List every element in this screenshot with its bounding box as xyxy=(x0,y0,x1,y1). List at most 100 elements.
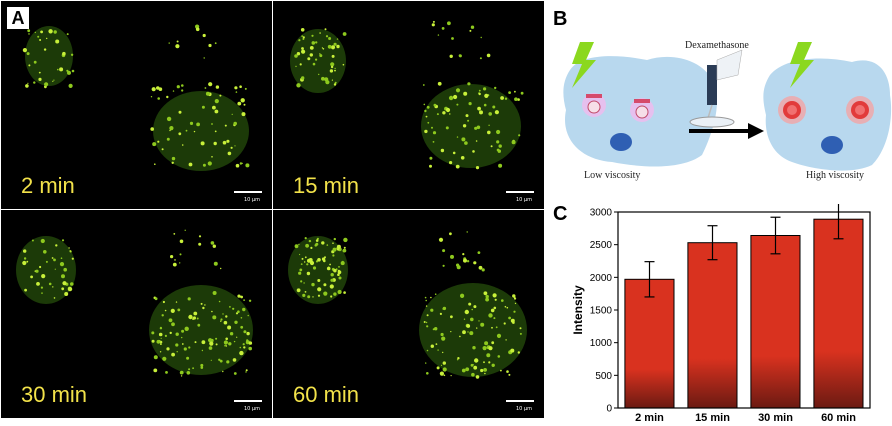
fluorescent-punctum xyxy=(462,124,467,128)
fluorescent-punctum xyxy=(513,297,517,300)
fluorescent-punctum xyxy=(483,361,485,364)
fluorescent-punctum xyxy=(466,324,471,328)
fluorescent-punctum xyxy=(473,305,477,309)
fluorescent-punctum xyxy=(198,235,202,238)
fluorescent-punctum xyxy=(342,248,347,253)
fluorescent-punctum xyxy=(160,337,162,339)
fluorescent-punctum xyxy=(491,326,493,329)
fluorescent-punctum xyxy=(36,282,40,286)
fluorescent-punctum xyxy=(233,372,237,375)
fluorescent-punctum xyxy=(198,242,202,246)
fluorescent-punctum xyxy=(236,336,238,338)
dropper-icon xyxy=(707,49,743,119)
fluorescent-punctum xyxy=(61,287,65,291)
fluorescent-punctum xyxy=(311,41,316,45)
fluorescent-punctum xyxy=(333,269,337,273)
fluorescent-punctum xyxy=(213,141,217,146)
fluorescent-punctum xyxy=(243,299,246,301)
fluorescent-punctum xyxy=(59,262,65,267)
fluorescent-punctum xyxy=(208,346,213,350)
fluorescent-punctum xyxy=(34,31,36,34)
panel-b-label: B xyxy=(553,8,568,30)
fluorescent-punctum xyxy=(223,320,228,325)
fluorescent-punctum xyxy=(427,121,430,124)
fluorescent-punctum xyxy=(466,260,470,263)
fluorescent-punctum xyxy=(43,250,47,254)
fluorescent-punctum xyxy=(239,350,244,356)
fluorescent-punctum xyxy=(480,36,482,39)
fluorescent-punctum xyxy=(450,254,454,259)
fluorescent-punctum xyxy=(307,295,311,299)
fluorescent-punctum xyxy=(324,28,327,31)
fluorescent-punctum xyxy=(211,156,213,158)
fluorescent-punctum xyxy=(298,271,302,275)
fluorescent-punctum xyxy=(315,58,318,61)
light-bolt-icon xyxy=(572,42,596,88)
fluorescent-punctum xyxy=(178,132,182,136)
fluorescent-punctum xyxy=(508,316,511,320)
fluorescent-punctum xyxy=(157,97,160,100)
fluorescent-punctum xyxy=(336,248,340,251)
fluorescent-punctum xyxy=(240,325,244,329)
bar xyxy=(624,278,675,409)
fluorescent-punctum xyxy=(189,121,194,125)
fluorescent-punctum xyxy=(330,65,334,69)
fluorescent-punctum xyxy=(468,102,472,106)
fluorescent-punctum xyxy=(488,313,493,318)
fluorescent-punctum xyxy=(201,340,206,345)
fluorescent-punctum xyxy=(234,86,238,90)
fluorescent-punctum xyxy=(181,343,184,345)
fluorescent-punctum xyxy=(296,52,301,56)
fluorescent-punctum xyxy=(315,242,319,246)
fluorescent-punctum xyxy=(490,145,493,148)
fluorescent-punctum xyxy=(194,341,197,344)
fluorescent-punctum xyxy=(496,333,502,338)
fluorescent-punctum xyxy=(480,368,484,373)
fluorescent-punctum xyxy=(483,291,488,296)
fluorescent-punctum xyxy=(430,296,432,299)
fluorescent-punctum xyxy=(230,146,233,149)
fluorescent-punctum xyxy=(497,149,501,153)
fluorescent-punctum xyxy=(319,54,323,58)
fluorescent-punctum xyxy=(208,43,212,48)
fluorescent-punctum xyxy=(70,282,74,286)
fluorescent-punctum xyxy=(153,355,158,360)
fluorescent-punctum xyxy=(315,239,319,242)
fluorescent-punctum xyxy=(435,343,438,345)
fluorescent-punctum xyxy=(300,28,305,32)
fluorescent-punctum xyxy=(205,91,210,96)
fluorescent-punctum xyxy=(294,54,298,58)
bar xyxy=(813,218,864,409)
fluorescent-punctum xyxy=(186,356,190,360)
fluorescent-punctum xyxy=(467,119,470,122)
fluorescent-punctum xyxy=(35,269,39,273)
fluorescent-punctum xyxy=(212,315,217,320)
fluorescent-punctum xyxy=(331,54,335,58)
y-tick-label: 3000 xyxy=(590,208,613,219)
fluorescent-punctum xyxy=(451,37,454,40)
fluorescent-punctum xyxy=(300,280,303,283)
fluorescent-punctum xyxy=(240,317,243,319)
fluorescent-punctum xyxy=(176,85,180,89)
fluorescent-punctum xyxy=(222,140,227,145)
fluorescent-punctum xyxy=(66,69,69,72)
fluorescent-punctum xyxy=(24,288,27,292)
fluorescent-punctum xyxy=(483,103,487,107)
fluorescent-punctum xyxy=(424,129,428,134)
fluorescent-punctum xyxy=(168,318,173,323)
fluorescent-punctum xyxy=(220,320,222,322)
fluorescent-punctum xyxy=(210,241,215,245)
fluorescent-punctum xyxy=(342,63,345,66)
fluorescent-punctum xyxy=(423,321,426,323)
fluorescent-punctum xyxy=(166,137,170,141)
fluorescent-punctum xyxy=(486,353,491,358)
fluorescent-punctum xyxy=(178,110,182,114)
time-label: 2 min xyxy=(21,173,75,198)
fluorescent-punctum xyxy=(472,150,475,153)
fluorescent-punctum xyxy=(151,339,155,343)
fluorescent-punctum xyxy=(169,126,174,131)
fluorescent-punctum xyxy=(333,237,336,241)
fluorescent-punctum xyxy=(23,257,27,260)
fluorescent-punctum xyxy=(245,371,247,373)
fluorescent-punctum xyxy=(188,162,193,167)
